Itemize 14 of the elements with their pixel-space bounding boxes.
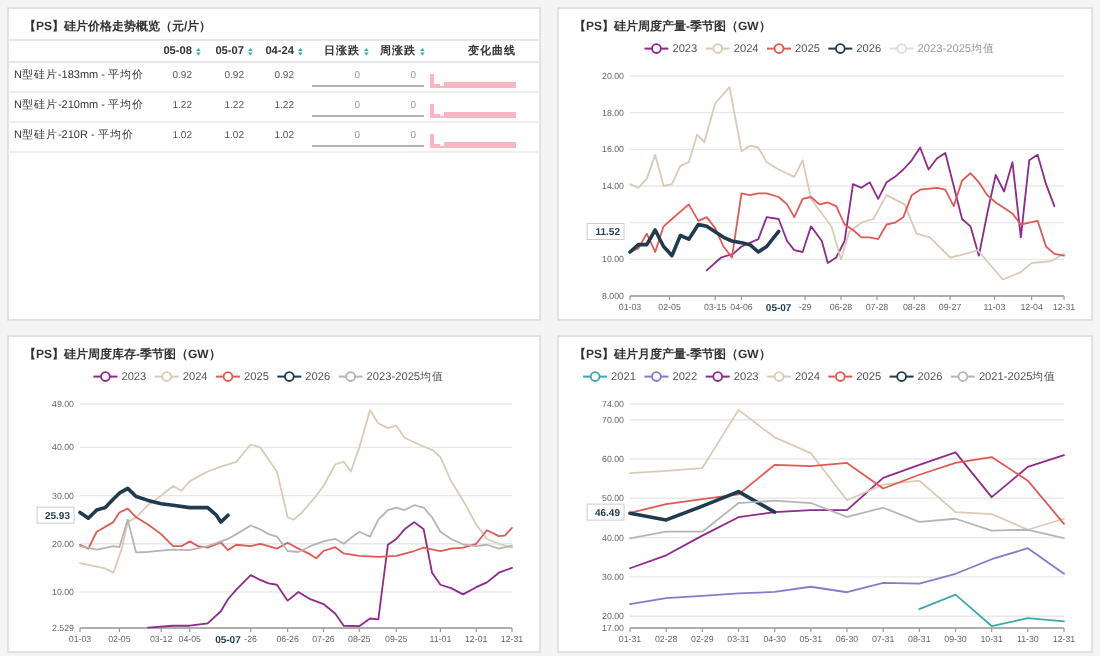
line-series: [629, 86, 1065, 281]
line-series: [629, 408, 1065, 531]
line-series: [629, 172, 1065, 259]
line-series: [147, 521, 513, 629]
line-series: [918, 593, 1065, 627]
line-series: [78, 486, 230, 524]
line-series: [628, 489, 777, 522]
line-series: [79, 409, 513, 574]
line-series: [629, 451, 1065, 570]
line-series: [629, 547, 1065, 605]
line-series: [705, 146, 1056, 272]
line-series: [629, 499, 1065, 540]
line-series: [629, 456, 1065, 525]
line-series: [628, 222, 781, 258]
